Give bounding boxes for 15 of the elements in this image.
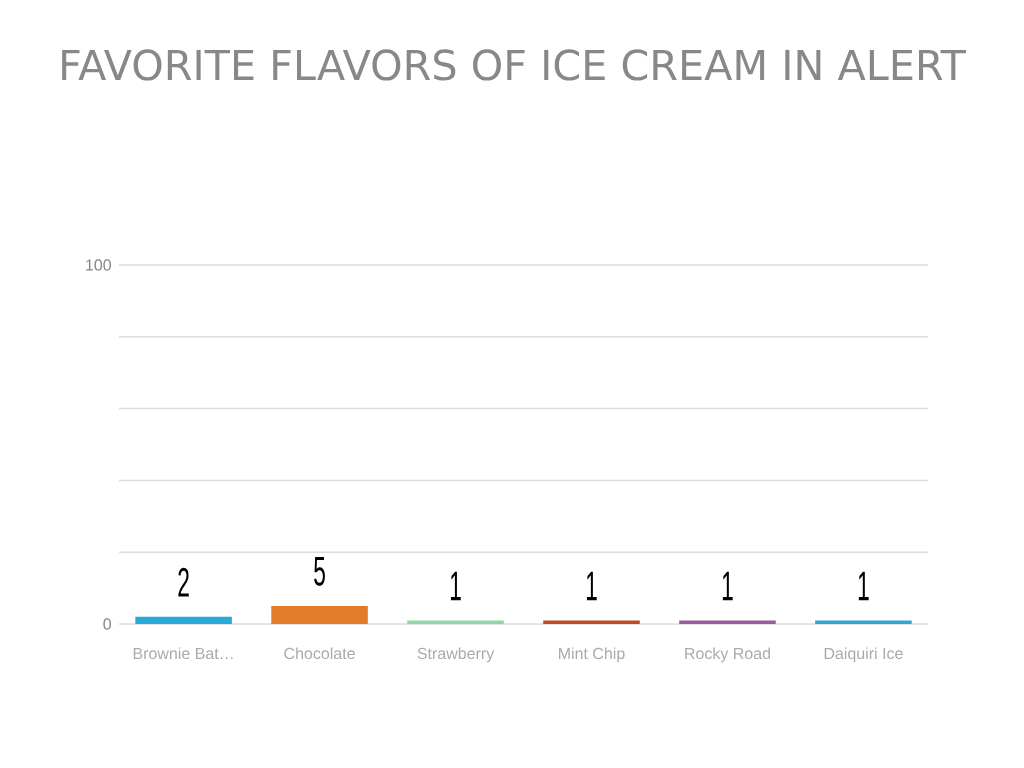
- data-label: 2: [178, 567, 189, 597]
- data-label: 5: [314, 556, 325, 586]
- x-tick-label: Chocolate: [284, 647, 355, 660]
- x-tick-label: Rocky Road: [685, 647, 770, 663]
- x-tick-label: Brownie Bat…: [133, 647, 233, 660]
- y-tick-label: 100: [86, 259, 111, 271]
- chart-title: FAVORITE FLAVORS OF ICE CREAM IN ALERT: [62, 49, 967, 81]
- x-tick-label: Strawberry: [417, 647, 495, 663]
- data-label: 1: [858, 571, 869, 601]
- x-tick-label: Mint Chip: [559, 647, 625, 663]
- y-tick-label: 0: [103, 618, 112, 630]
- x-tick-label: Daiquiri Ice: [824, 647, 903, 663]
- data-label: 1: [586, 571, 597, 601]
- data-label: 1: [722, 571, 733, 601]
- data-label: 1: [450, 571, 461, 601]
